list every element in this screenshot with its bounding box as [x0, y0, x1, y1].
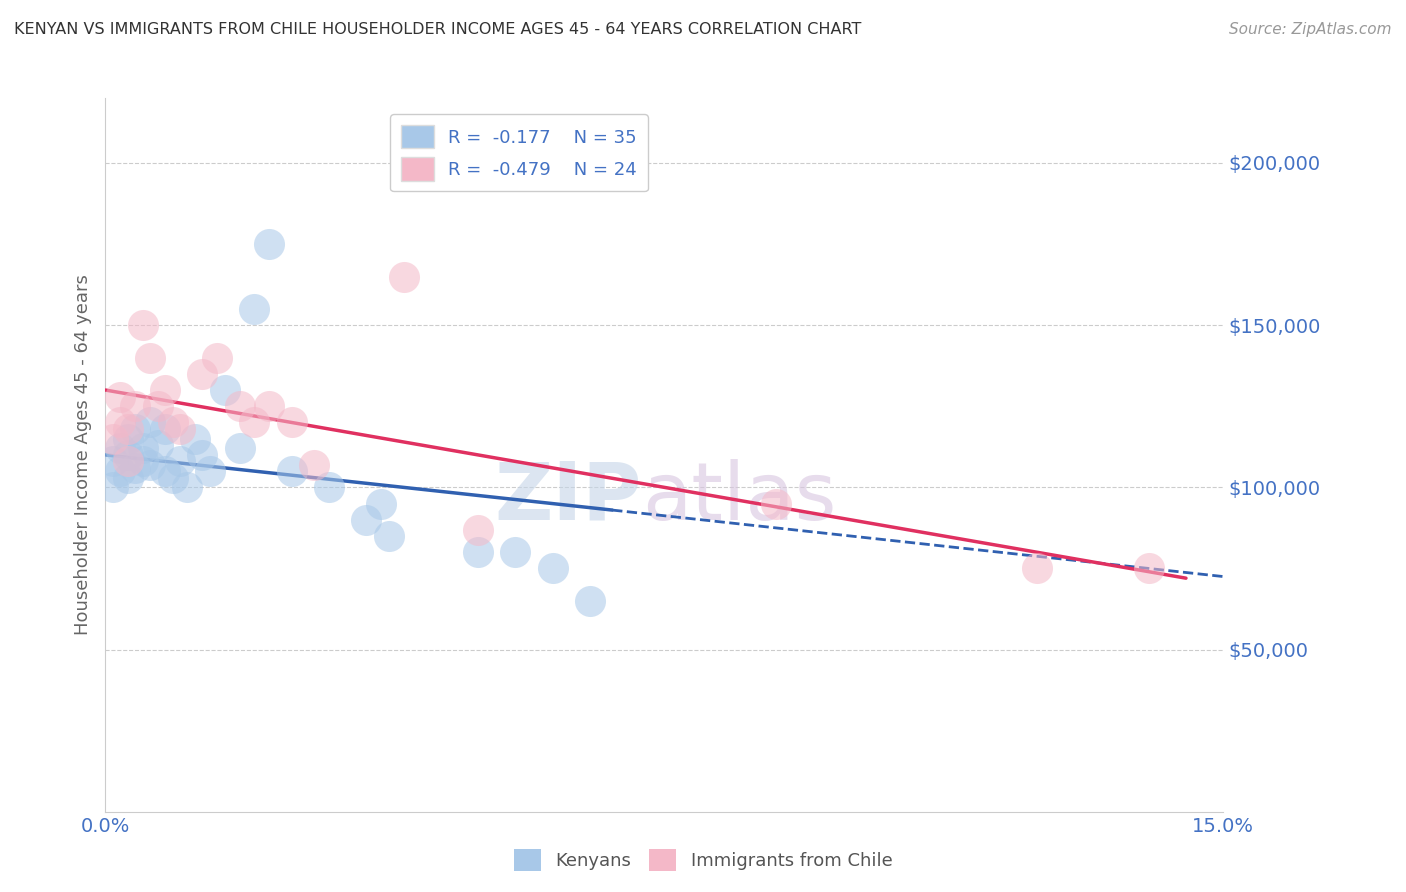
- Point: [354, 513, 377, 527]
- Y-axis label: Householder Income Ages 45 - 64 years: Householder Income Ages 45 - 64 years: [73, 275, 91, 635]
- Point: [281, 464, 304, 478]
- Point: [162, 416, 184, 430]
- Text: ZIP: ZIP: [495, 458, 643, 537]
- Legend: R =  -0.177    N = 35, R =  -0.479    N = 24: R = -0.177 N = 35, R = -0.479 N = 24: [391, 114, 648, 192]
- Point: [467, 545, 489, 559]
- Point: [146, 399, 169, 413]
- Point: [370, 497, 392, 511]
- Point: [318, 480, 340, 494]
- Point: [243, 416, 266, 430]
- Point: [176, 480, 198, 494]
- Point: [153, 422, 176, 436]
- Point: [169, 454, 191, 468]
- Point: [153, 383, 176, 397]
- Point: [139, 351, 162, 365]
- Point: [110, 442, 132, 456]
- Point: [198, 464, 221, 478]
- Point: [139, 458, 162, 472]
- Point: [101, 454, 124, 468]
- Point: [117, 448, 139, 462]
- Point: [101, 432, 124, 446]
- Point: [214, 383, 236, 397]
- Point: [139, 416, 162, 430]
- Point: [101, 480, 124, 494]
- Point: [110, 464, 132, 478]
- Text: KENYAN VS IMMIGRANTS FROM CHILE HOUSEHOLDER INCOME AGES 45 - 64 YEARS CORRELATIO: KENYAN VS IMMIGRANTS FROM CHILE HOUSEHOL…: [14, 22, 862, 37]
- Text: Source: ZipAtlas.com: Source: ZipAtlas.com: [1229, 22, 1392, 37]
- Point: [191, 448, 214, 462]
- Point: [146, 438, 169, 452]
- Point: [184, 432, 207, 446]
- Point: [124, 399, 146, 413]
- Point: [169, 422, 191, 436]
- Point: [110, 390, 132, 404]
- Point: [228, 399, 250, 413]
- Point: [579, 594, 602, 608]
- Point: [243, 301, 266, 316]
- Point: [541, 561, 564, 575]
- Point: [259, 399, 281, 413]
- Point: [392, 269, 415, 284]
- Point: [132, 442, 155, 456]
- Point: [467, 523, 489, 537]
- Point: [153, 464, 176, 478]
- Point: [503, 545, 526, 559]
- Point: [132, 318, 155, 333]
- Point: [117, 422, 139, 436]
- Point: [377, 529, 399, 543]
- Legend: Kenyans, Immigrants from Chile: Kenyans, Immigrants from Chile: [506, 842, 900, 879]
- Point: [281, 416, 304, 430]
- Point: [191, 367, 214, 381]
- Text: atlas: atlas: [643, 458, 837, 537]
- Point: [132, 454, 155, 468]
- Point: [205, 351, 228, 365]
- Point: [117, 454, 139, 468]
- Point: [117, 432, 139, 446]
- Point: [765, 497, 787, 511]
- Point: [302, 458, 325, 472]
- Point: [110, 416, 132, 430]
- Point: [117, 470, 139, 484]
- Point: [124, 461, 146, 475]
- Point: [124, 422, 146, 436]
- Point: [1137, 561, 1160, 575]
- Point: [259, 237, 281, 252]
- Point: [228, 442, 250, 456]
- Point: [162, 470, 184, 484]
- Point: [1026, 561, 1049, 575]
